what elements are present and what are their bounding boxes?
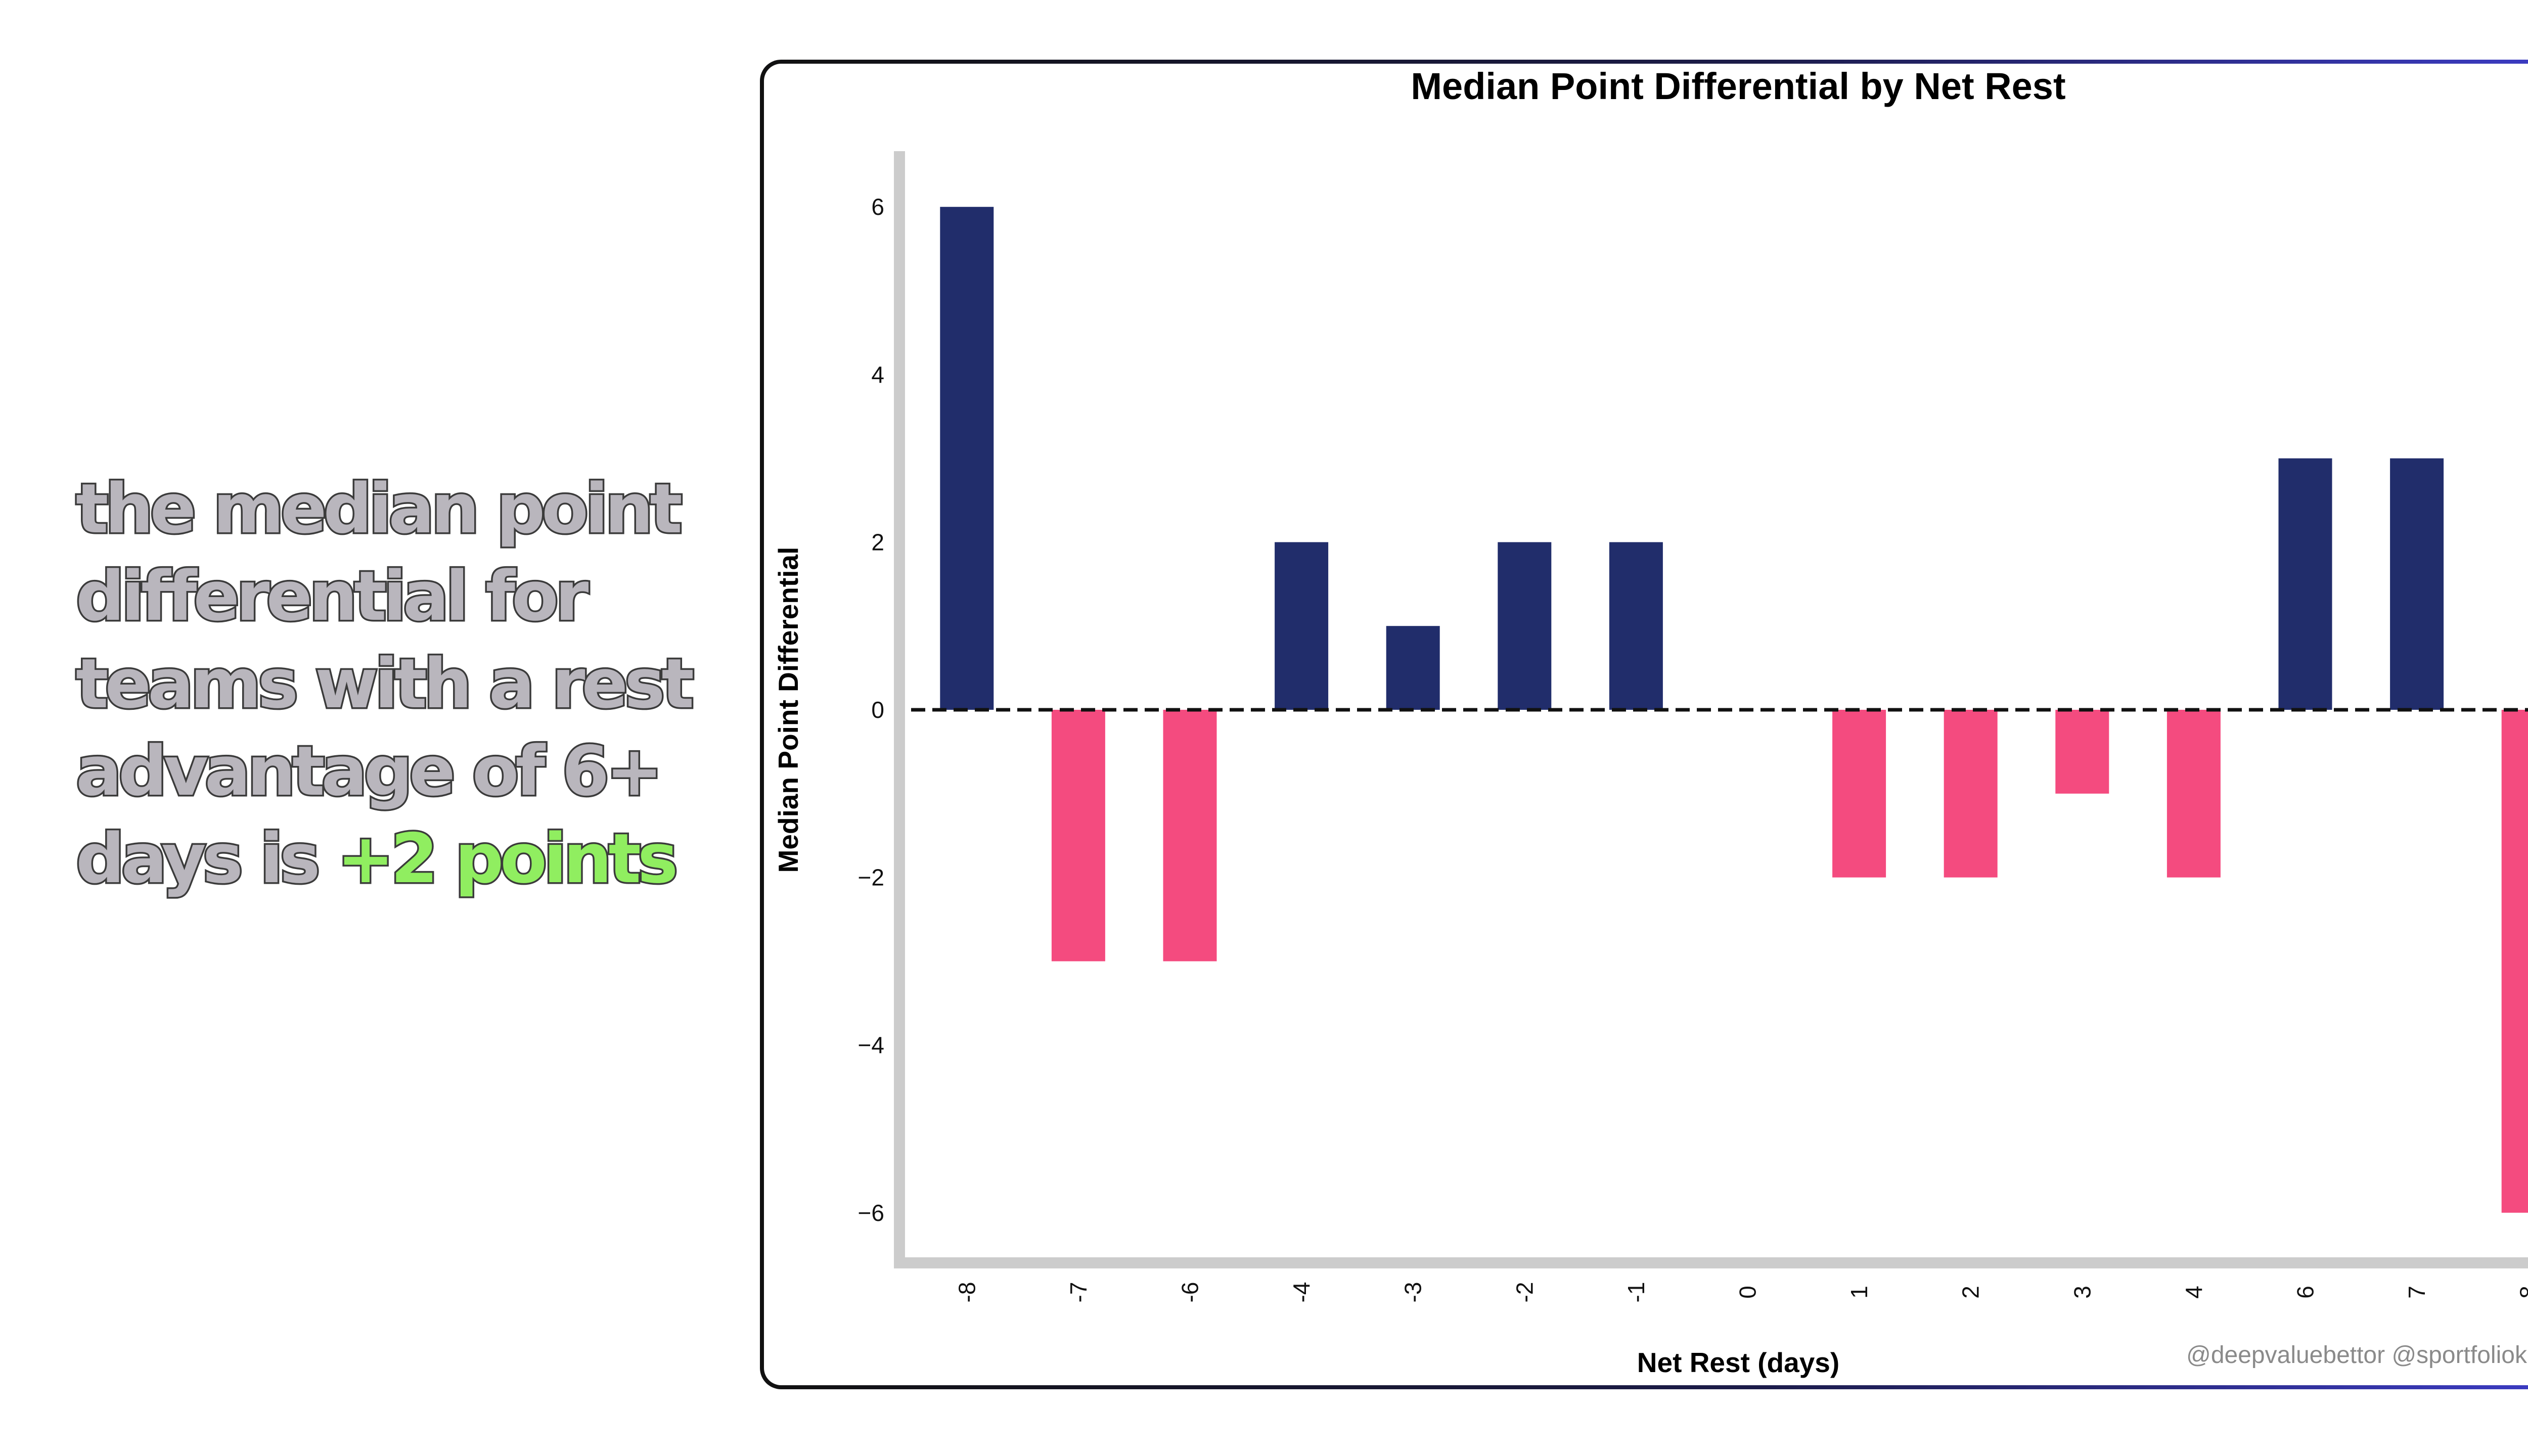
y-tick-labels: 6 4 2 0 −2 −4 −6: [858, 194, 884, 1226]
bar--1: [1609, 542, 1663, 710]
x-tick-label: 6: [2292, 1286, 2319, 1299]
y-axis-spine: [894, 151, 905, 1268]
x-tick-label: -3: [1400, 1282, 1426, 1303]
axes: [894, 151, 2528, 1268]
x-tick-label: 3: [2069, 1286, 2095, 1299]
y-tick-label: −2: [858, 864, 884, 891]
y-tick-label: 6: [871, 194, 884, 220]
headline-highlight: +2 points: [335, 817, 680, 900]
bar-1: [1832, 710, 1886, 878]
bar--3: [1386, 626, 1440, 710]
chart-panel: 6 4 2 0 −2 −4 −6 -8 -7 -6 -4 -3 -2 -1 0 1 2 3 4 6 7 8 Median…: [760, 60, 2528, 1389]
x-tick-label: 0: [1735, 1286, 1761, 1299]
y-tick-label: 4: [871, 361, 884, 388]
x-tick-label: -8: [954, 1282, 980, 1303]
x-axis-label: Net Rest (days): [1637, 1347, 1839, 1378]
bar-4: [2166, 710, 2221, 878]
x-tick-label: 1: [1846, 1286, 1872, 1299]
x-tick-label: -7: [1065, 1282, 1092, 1303]
y-axis-label: Median Point Differential: [773, 547, 804, 873]
x-tick-label: 4: [2181, 1286, 2207, 1299]
bar-2: [1944, 710, 1998, 878]
y-tick-label: −6: [858, 1200, 884, 1226]
bar-8: [2501, 710, 2528, 1213]
x-tick-label: 2: [1958, 1286, 1984, 1299]
bar--6: [1163, 710, 1217, 962]
bar-6: [2278, 458, 2332, 710]
y-tick-label: −4: [858, 1032, 884, 1058]
bar--7: [1051, 710, 1105, 962]
bar-3: [2055, 710, 2109, 794]
watermark-text: @deepvaluebettor @sportfoliokings: [2186, 1342, 2528, 1369]
bars: [940, 207, 2528, 1213]
x-tick-label: -4: [1288, 1282, 1315, 1303]
x-tick-label: -2: [1511, 1282, 1538, 1303]
x-tick-label: -6: [1177, 1282, 1203, 1303]
headline-text: the median point differential for teams …: [74, 465, 733, 902]
bar--8: [940, 207, 994, 710]
x-tick-labels: -8 -7 -6 -4 -3 -2 -1 0 1 2 3 4 6 7 8: [954, 1282, 2528, 1303]
headline-prefix: the median point differential for teams …: [74, 468, 696, 900]
chart-title: Median Point Differential by Net Rest: [1411, 65, 2065, 107]
x-tick-label: -1: [1623, 1282, 1649, 1303]
x-axis-spine: [894, 1257, 2528, 1268]
bar--4: [1275, 542, 1329, 710]
bar-7: [2390, 458, 2444, 710]
y-tick-label: 0: [871, 697, 884, 723]
y-tick-label: 2: [871, 529, 884, 555]
x-tick-label: 7: [2404, 1286, 2430, 1299]
x-tick-label: 8: [2515, 1286, 2528, 1299]
bar--2: [1498, 542, 1552, 710]
bar-chart: 6 4 2 0 −2 −4 −6 -8 -7 -6 -4 -3 -2 -1 0 1 2 3 4 6 7 8 Median…: [773, 65, 2528, 1378]
